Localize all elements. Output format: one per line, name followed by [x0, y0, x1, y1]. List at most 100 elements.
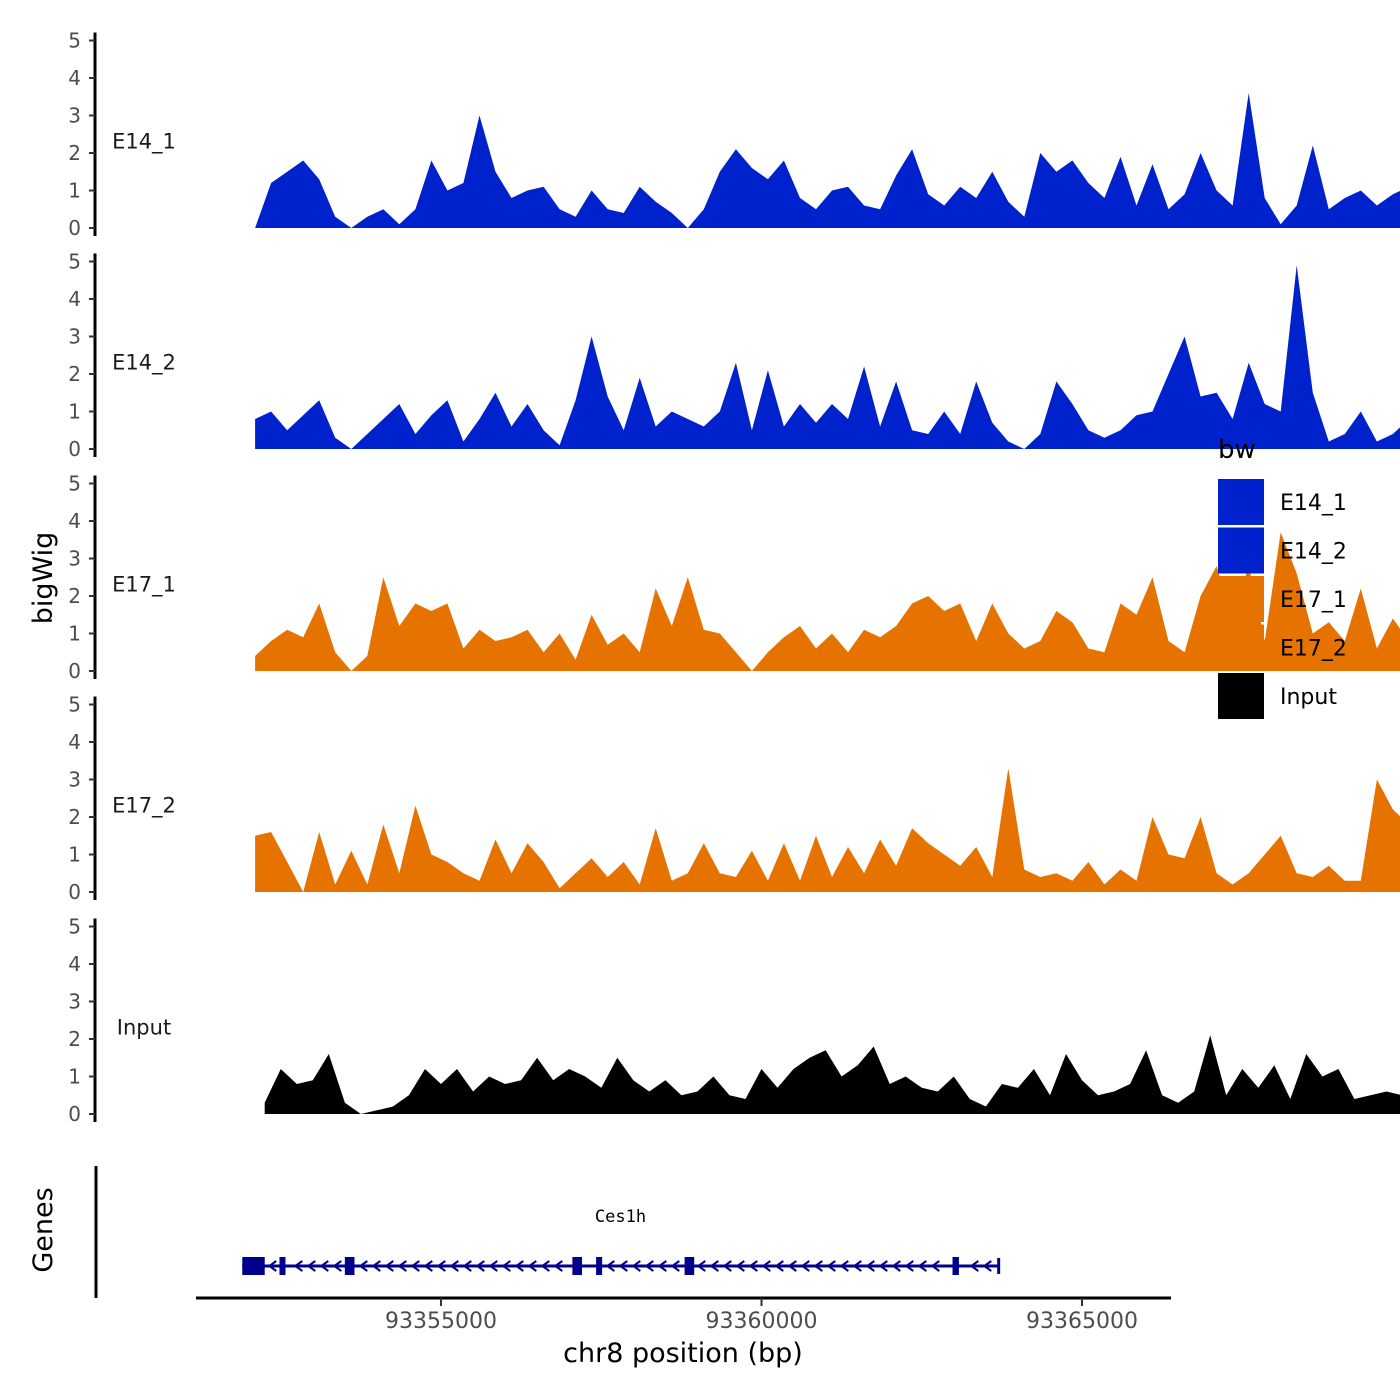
y-tick-label-input-2: 2 — [68, 1027, 81, 1051]
track-label-e14-2: E14_2 — [112, 351, 176, 376]
y-tick-label-input-5: 5 — [68, 915, 81, 939]
gene-panel: Genes Ces1h — [28, 1166, 1001, 1298]
x-tick-label-1: 93360000 — [706, 1309, 818, 1334]
x-tick-label-0: 93355000 — [385, 1309, 497, 1334]
strand-chevron-43 — [904, 1260, 914, 1272]
strand-chevron-14 — [475, 1260, 485, 1272]
strand-chevron-19 — [540, 1260, 550, 1272]
strand-chevron-29 — [722, 1260, 732, 1272]
y-tick-label-e17-2-3: 3 — [68, 768, 81, 792]
strand-chevron-4 — [332, 1260, 342, 1272]
area-e17-2 — [255, 768, 1400, 892]
gene-model-ces1h[interactable] — [242, 1257, 1001, 1275]
strand-chevron-31 — [748, 1260, 758, 1272]
exon-4 — [596, 1257, 603, 1275]
strand-chevron-8 — [397, 1260, 407, 1272]
legend-label-e17-1: E17_1 — [1280, 588, 1347, 613]
strand-chevron-33 — [774, 1260, 784, 1272]
strand-chevron-35 — [800, 1260, 810, 1272]
strand-chevron-6 — [371, 1260, 381, 1272]
y-tick-label-e14-1-4: 4 — [68, 66, 81, 90]
track-label-e17-2: E17_2 — [112, 794, 176, 819]
y-tick-label-input-1: 1 — [68, 1065, 81, 1089]
y-tick-label-e17-2-1: 1 — [68, 843, 81, 867]
strand-chevron-25 — [657, 1260, 667, 1272]
strand-chevron-32 — [761, 1260, 771, 1272]
x-axis-title: chr8 position (bp) — [563, 1338, 803, 1369]
strand-chevron-47 — [982, 1260, 992, 1272]
strand-chevron-26 — [670, 1260, 680, 1272]
legend-label-e17-2: E17_2 — [1280, 637, 1347, 662]
strand-chevron-11 — [436, 1260, 446, 1272]
legend-swatch-e17-2 — [1218, 624, 1264, 671]
y-tick-label-e14-1-1: 1 — [68, 179, 81, 203]
track-label-e14-1: E14_1 — [112, 130, 176, 155]
track-e17-1: 0 1 2 3 4 5 E17_1 — [68, 472, 1400, 683]
strand-chevron-9 — [410, 1260, 420, 1272]
legend-swatch-e14-2 — [1218, 527, 1264, 574]
strand-chevron-13 — [462, 1260, 472, 1272]
strand-chevron-30 — [735, 1260, 745, 1272]
strand-chevron-10 — [423, 1260, 433, 1272]
y-tick-label-e17-2-4: 4 — [68, 730, 81, 754]
exon-6 — [952, 1257, 959, 1275]
y-tick-label-e14-2-3: 3 — [68, 325, 81, 349]
y-axis-title: bigWig — [28, 532, 59, 625]
legend-label-e14-1: E14_1 — [1280, 491, 1347, 516]
strand-chevron-17 — [514, 1260, 524, 1272]
strand-chevron-28 — [709, 1260, 719, 1272]
exon-0 — [242, 1257, 265, 1275]
gene-label: Ces1h — [595, 1207, 646, 1227]
strand-chevron-16 — [501, 1260, 511, 1272]
strand-chevron-5 — [358, 1260, 368, 1272]
y-tick-label-e14-2-5: 5 — [68, 250, 81, 274]
track-e14-1: 0 1 2 3 4 5 E14_1 — [68, 29, 1400, 240]
exon-2 — [344, 1257, 355, 1275]
y-tick-label-input-4: 4 — [68, 952, 81, 976]
y-tick-label-e14-2-1: 1 — [68, 400, 81, 424]
strand-chevron-3 — [319, 1260, 329, 1272]
legend-label-e14-2: E14_2 — [1280, 540, 1347, 565]
legend: bw E14_1 E14_2 E17_1 E17_2 Input — [1218, 435, 1347, 719]
strand-chevron-37 — [826, 1260, 836, 1272]
legend-label-input: Input — [1280, 685, 1337, 710]
y-tick-label-e17-2-0: 0 — [68, 880, 81, 904]
strand-chevron-46 — [969, 1260, 979, 1272]
track-label-input: Input — [117, 1016, 171, 1040]
strand-chevron-38 — [839, 1260, 849, 1272]
y-tick-label-e17-2-5: 5 — [68, 693, 81, 717]
strand-chevron-23 — [631, 1260, 641, 1272]
area-e17-1 — [255, 532, 1400, 671]
exon-3 — [572, 1257, 583, 1275]
y-tick-label-e17-1-1: 1 — [68, 622, 81, 646]
strand-chevron-7 — [384, 1260, 394, 1272]
strand-chevron-42 — [891, 1260, 901, 1272]
y-tick-label-e17-1-0: 0 — [68, 659, 81, 683]
y-tick-label-e14-1-0: 0 — [68, 216, 81, 240]
strand-chevron-44 — [917, 1260, 927, 1272]
strand-chevron-15 — [488, 1260, 498, 1272]
strand-chevron-45 — [930, 1260, 940, 1272]
x-axis: 93355000 93360000 93365000 — [196, 1296, 1171, 1334]
y-tick-label-e14-2-0: 0 — [68, 437, 81, 461]
genes-axis-title: Genes — [28, 1187, 59, 1272]
strand-chevron-36 — [813, 1260, 823, 1272]
legend-swatch-e14-1 — [1218, 479, 1264, 525]
y-tick-label-e17-1-2: 2 — [68, 584, 81, 608]
track-label-e17-1: E17_1 — [112, 573, 176, 598]
strand-chevron-0 — [267, 1260, 277, 1272]
track-e14-2: 0 1 2 3 4 5 E14_2 — [68, 250, 1400, 461]
strand-chevron-21 — [605, 1260, 615, 1272]
strand-chevron-18 — [527, 1260, 537, 1272]
y-tick-label-e14-1-2: 2 — [68, 141, 81, 165]
area-e14-2 — [255, 265, 1400, 449]
strand-chevron-1 — [293, 1260, 303, 1272]
legend-swatch-e17-1 — [1218, 576, 1264, 622]
y-tick-label-input-0: 0 — [68, 1102, 81, 1126]
strand-chevron-40 — [865, 1260, 875, 1272]
y-tick-label-e17-1-4: 4 — [68, 509, 81, 533]
exon-1 — [279, 1257, 286, 1275]
exon-5 — [684, 1257, 695, 1275]
